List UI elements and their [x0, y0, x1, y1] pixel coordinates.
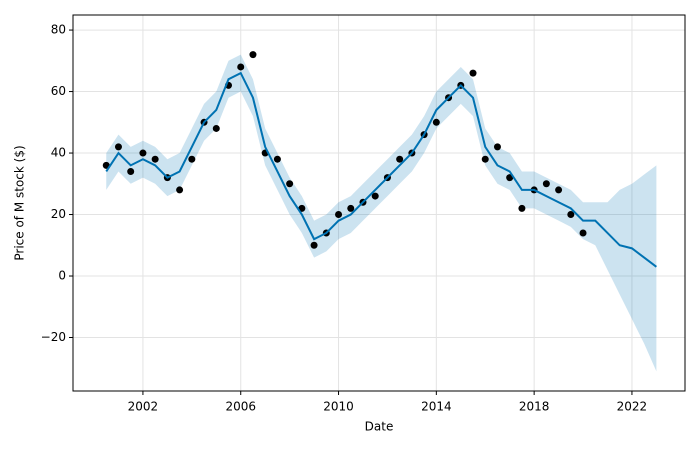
observed-point	[371, 192, 379, 200]
uncertainty-band	[106, 54, 657, 372]
observed-point	[237, 63, 245, 71]
x-axis-label: Date	[365, 420, 394, 434]
y-tick-label: −20	[41, 330, 66, 344]
observed-point	[151, 155, 159, 163]
observed-point	[139, 149, 147, 157]
observed-point	[555, 186, 563, 194]
observed-point	[518, 204, 526, 212]
observed-point	[249, 51, 257, 59]
x-tick-label: 2002	[128, 400, 159, 414]
y-tick-label: 40	[51, 146, 66, 160]
observed-point	[286, 180, 294, 188]
observed-point	[114, 143, 122, 151]
observed-point	[579, 229, 587, 237]
x-tick-label: 2010	[323, 400, 354, 414]
x-tick-label: 2014	[421, 400, 452, 414]
y-tick-label: 20	[51, 207, 66, 221]
y-axis-label: Price of M stock ($)	[13, 145, 27, 260]
observed-point	[493, 143, 501, 151]
y-tick-label: 0	[58, 269, 66, 283]
plot-frame	[72, 14, 686, 392]
y-tick-label: 80	[51, 23, 66, 37]
observed-point	[335, 211, 343, 219]
observed-point	[481, 155, 489, 163]
observed-point	[212, 124, 220, 132]
observed-point	[188, 155, 196, 163]
x-tick-label: 2006	[225, 400, 256, 414]
forecast-line	[105, 71, 657, 268]
observed-point	[347, 204, 355, 212]
observed-point	[127, 167, 135, 175]
observed-point	[567, 211, 575, 219]
observed-point	[396, 155, 404, 163]
observed-point	[469, 69, 477, 77]
observed-point	[273, 155, 281, 163]
observed-point	[176, 186, 184, 194]
observed-point	[542, 180, 550, 188]
x-tick-label: 2022	[617, 400, 648, 414]
x-tick-label: 2018	[519, 400, 550, 414]
observed-point	[432, 118, 440, 126]
observed-point	[310, 241, 318, 249]
y-tick-label: 60	[51, 84, 66, 98]
